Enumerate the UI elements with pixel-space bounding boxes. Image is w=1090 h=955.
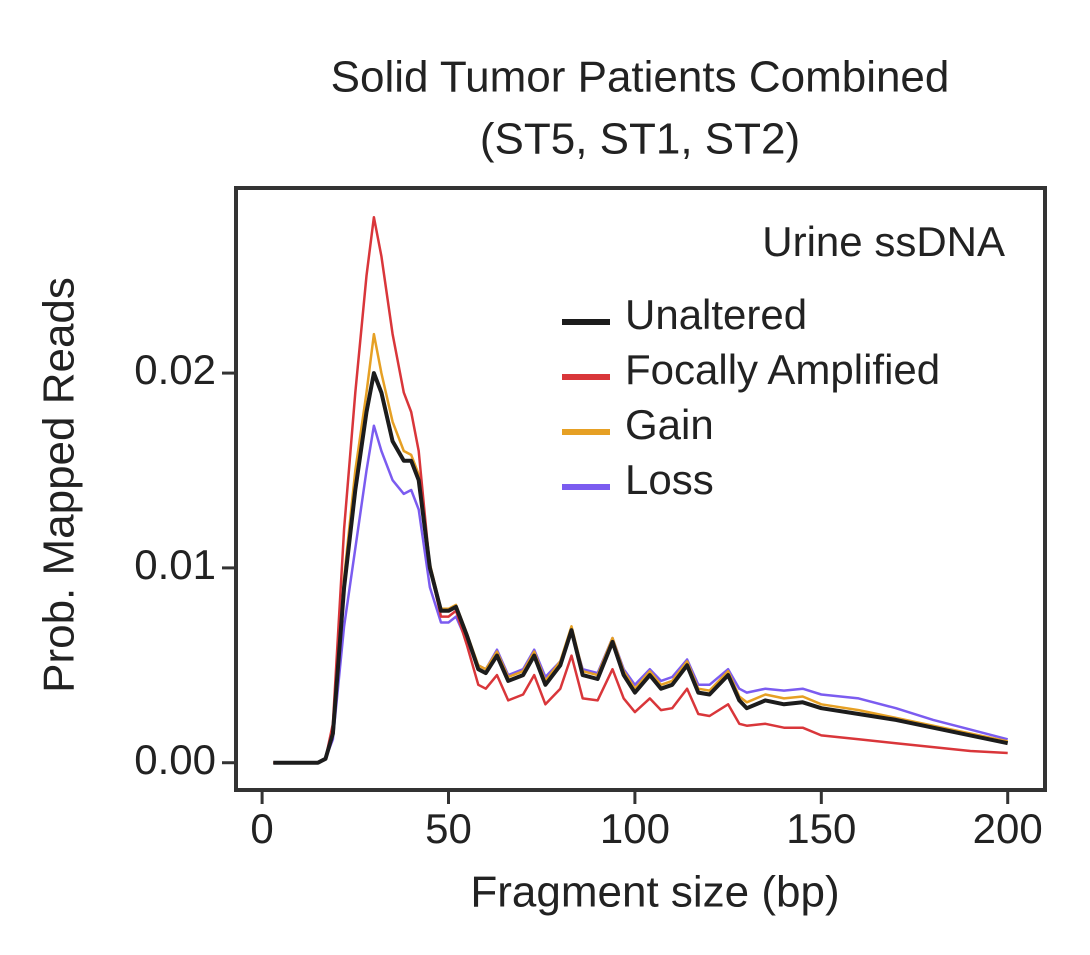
y-tick-label: 0.02 — [134, 346, 216, 393]
legend-label: Loss — [625, 456, 714, 503]
y-tick-label: 0.01 — [134, 541, 216, 588]
plot-frame — [234, 186, 1047, 792]
chart-title: Solid Tumor Patients Combined — [331, 53, 950, 102]
x-axis-title: Fragment size (bp) — [470, 868, 839, 917]
legend-title: Urine ssDNA — [762, 218, 1005, 265]
y-axis-title: Prob. Mapped Reads — [35, 277, 84, 693]
legend-label: Unaltered — [625, 291, 807, 338]
legend-label: Focally Amplified — [625, 346, 940, 393]
x-tick-label: 50 — [425, 805, 472, 852]
x-tick-label: 150 — [786, 805, 856, 852]
x-tick-label: 100 — [600, 805, 670, 852]
series-line — [273, 215, 1008, 764]
legend-label: Gain — [625, 401, 714, 448]
x-tick-label: 200 — [973, 805, 1043, 852]
series-line — [273, 371, 1009, 765]
series-line — [273, 424, 1009, 764]
y-tick-label: 0.00 — [134, 736, 216, 783]
x-tick-label: 0 — [250, 805, 273, 852]
chart-subtitle: (ST5, ST1, ST2) — [480, 115, 800, 164]
